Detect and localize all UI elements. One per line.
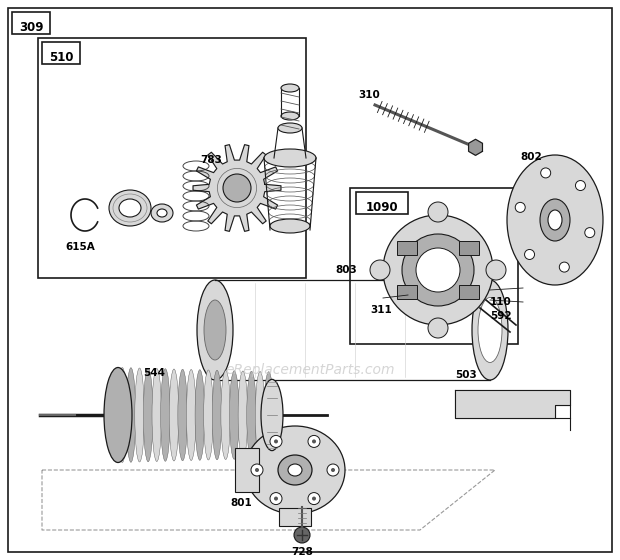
Bar [397,285,417,299]
Text: 592: 592 [490,311,511,321]
Ellipse shape [278,455,312,485]
Polygon shape [469,139,482,155]
Text: 503: 503 [455,370,477,380]
Text: 544: 544 [143,368,165,378]
Bar [12,12,50,34]
Bar [38,38,306,278]
Ellipse shape [247,371,256,459]
Ellipse shape [383,215,493,325]
Circle shape [274,497,278,501]
Ellipse shape [229,371,239,459]
Circle shape [559,262,569,272]
Text: 783: 783 [200,155,222,165]
Bar [279,508,311,526]
Ellipse shape [402,234,474,306]
Text: 803: 803 [335,265,357,275]
Bar [235,448,259,492]
Ellipse shape [288,464,302,476]
Ellipse shape [135,368,144,462]
Circle shape [486,260,506,280]
Ellipse shape [472,280,508,380]
Ellipse shape [245,426,345,514]
Circle shape [370,260,390,280]
Circle shape [294,527,310,543]
Circle shape [331,468,335,472]
Ellipse shape [119,199,141,217]
Circle shape [308,493,320,505]
Text: 311: 311 [370,305,392,315]
Text: 615A: 615A [65,242,95,252]
Circle shape [255,468,259,472]
Bar [350,188,518,344]
Ellipse shape [212,370,222,460]
Ellipse shape [143,368,153,462]
Circle shape [515,202,525,212]
Ellipse shape [278,123,302,133]
Text: 728: 728 [291,547,313,557]
Circle shape [428,318,448,338]
Bar [42,42,80,64]
Ellipse shape [548,210,562,230]
Ellipse shape [264,149,316,167]
Ellipse shape [126,368,136,462]
Circle shape [274,440,278,444]
Ellipse shape [238,371,247,459]
Ellipse shape [255,371,265,459]
Circle shape [312,497,316,501]
Circle shape [428,202,448,222]
Ellipse shape [104,367,132,463]
Ellipse shape [157,209,167,217]
Ellipse shape [197,280,233,380]
Ellipse shape [169,369,179,461]
Ellipse shape [195,370,205,460]
Bar [459,241,479,255]
Ellipse shape [187,370,196,460]
Text: 1090: 1090 [366,200,398,213]
Circle shape [223,174,251,202]
Ellipse shape [281,84,299,92]
Text: 309: 309 [19,21,43,34]
Circle shape [312,440,316,444]
Circle shape [525,249,534,259]
Circle shape [327,464,339,476]
Text: 802: 802 [520,152,542,162]
Circle shape [270,436,282,447]
Text: 110: 110 [490,297,511,307]
Text: 510: 510 [49,50,73,63]
Ellipse shape [270,219,310,233]
Circle shape [585,227,595,237]
Polygon shape [193,144,281,231]
Ellipse shape [152,368,161,461]
Ellipse shape [204,300,226,360]
Bar [397,241,417,255]
Ellipse shape [109,190,151,226]
Ellipse shape [416,248,460,292]
Ellipse shape [221,371,231,460]
Text: eReplacementParts.com: eReplacementParts.com [225,363,395,377]
Bar [356,192,408,214]
Ellipse shape [507,155,603,285]
Circle shape [575,180,585,190]
Ellipse shape [281,112,299,120]
Ellipse shape [264,372,273,458]
Ellipse shape [151,204,173,222]
Ellipse shape [161,368,170,461]
Bar [459,285,479,299]
Text: 801: 801 [230,498,252,508]
Ellipse shape [178,369,187,461]
Circle shape [308,436,320,447]
Ellipse shape [540,199,570,241]
Ellipse shape [478,297,502,362]
Text: 310: 310 [358,90,379,100]
Ellipse shape [118,367,127,463]
Polygon shape [455,390,570,418]
Ellipse shape [204,370,213,460]
Circle shape [270,493,282,505]
Circle shape [541,168,551,178]
Circle shape [251,464,263,476]
Ellipse shape [261,379,283,451]
